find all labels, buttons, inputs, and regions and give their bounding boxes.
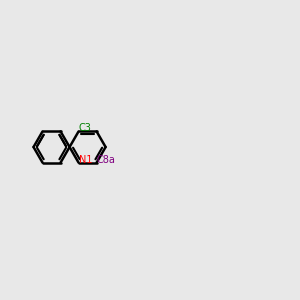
Text: N1: N1	[79, 154, 92, 165]
Text: C3: C3	[79, 123, 92, 134]
Text: C8a: C8a	[97, 154, 116, 165]
